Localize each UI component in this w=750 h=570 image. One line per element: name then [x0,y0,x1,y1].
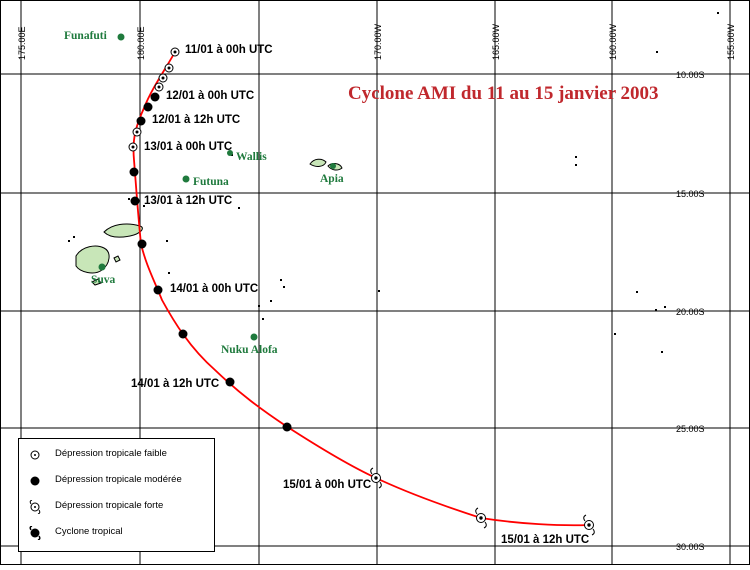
map-title: Cyclone AMI du 11 au 15 janvier 2003 [348,83,659,104]
legend-label-forte: Dépression tropicale forte [55,500,164,511]
legend-row-cyclone: Cyclone tropical [19,523,214,543]
legend-label-faible: Dépression tropicale faible [55,448,167,459]
legend-row-faible: Dépression tropicale faible [19,445,214,465]
marker-moderee [129,92,292,432]
marker-forte [370,467,595,536]
place-label-futuna: Futuna [193,176,229,188]
time-label-13-00: 13/01 à 00h UTC [144,141,233,153]
suva-dot [98,263,106,271]
time-label-15-00: 15/01 à 00h UTC [283,479,372,491]
place-label-apia: Apia [320,173,344,185]
track-markers [128,47,595,536]
place-label-suva: Suva [91,274,116,286]
legend-cyclone-icon [29,526,41,540]
place-label-nuku-alofa: Nuku Alofa [221,344,278,356]
lon-label-165w: 165.00W [491,23,501,60]
lon-label-175e: 175.00E [17,26,27,60]
place-label-funafuti: Funafuti [64,30,107,42]
legend-label-cyclone: Cyclone tropical [55,526,123,537]
time-label-14-12: 14/01 à 12h UTC [131,378,220,390]
time-label-11-00: 11/01 à 00h UTC [185,44,273,56]
time-label-15-12: 15/01 à 12h UTC [501,534,590,546]
marker-faible [128,47,180,152]
legend: Dépression tropicale faible Dépression t… [18,438,215,552]
time-label-12-12: 12/01 à 12h UTC [152,114,241,126]
lat-label-20s: 20.00S [676,307,705,317]
lon-label-155w: 155.00W [726,23,736,60]
place-label-wallis: Wallis [236,151,267,163]
wallis-dot [227,150,233,156]
legend-faible-icon [30,450,40,460]
time-label-13-12: 13/01 à 12h UTC [144,195,233,207]
legend-row-forte: Dépression tropicale forte [19,497,214,517]
nuku-alofa-dot [250,333,258,341]
legend-label-moderee: Dépression tropicale modérée [55,474,182,485]
apia-dot [330,163,336,169]
time-label-14-00: 14/01 à 00h UTC [170,283,259,295]
lon-label-180e: 180.00E [136,26,146,60]
island-vanua-levu [103,223,143,238]
island-fiji-small-1 [113,255,121,263]
lat-label-10s: 10.00S [676,70,705,80]
lat-label-30s: 30.00S [676,542,705,552]
islets [68,12,719,353]
time-label-12-00: 12/01 à 00h UTC [166,90,255,102]
place-dots [98,33,336,341]
futuna-dot [182,175,190,183]
lon-label-170w: 170.00W [373,23,383,60]
island-savaii [309,158,327,167]
legend-moderee-icon [30,476,40,486]
lat-label-25s: 25.00S [676,424,705,434]
lat-label-15s: 15.00S [676,189,705,199]
funafuti-dot [117,33,125,41]
lon-label-160w: 160.00W [608,23,618,60]
island-kadavu [91,278,102,286]
legend-row-moderee: Dépression tropicale modérée [19,471,214,491]
legend-forte-icon [29,500,41,514]
